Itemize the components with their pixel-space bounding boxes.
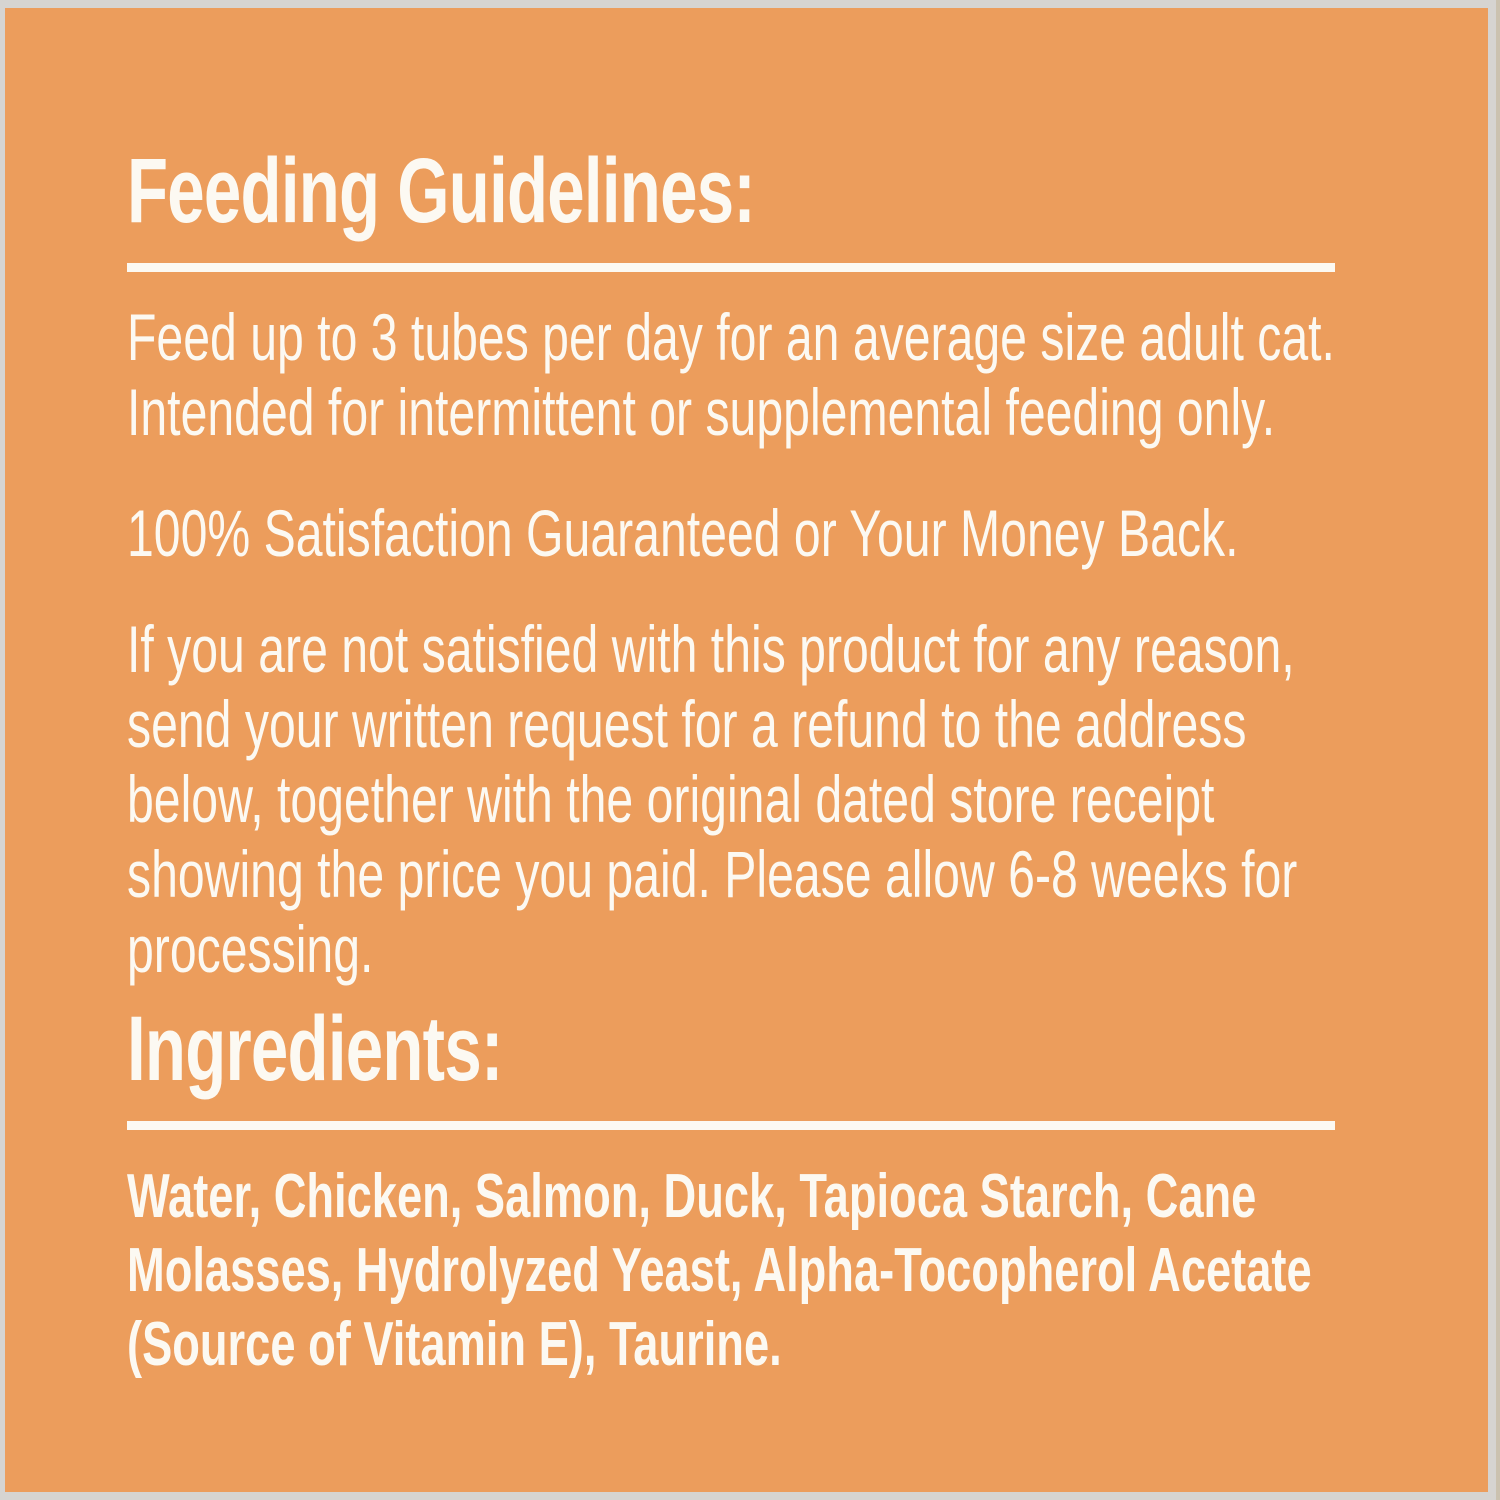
satisfaction-guarantee-paragraph: 100% Satisfaction Guaranteed or Your Mon… bbox=[127, 496, 1239, 570]
feeding-guidelines-heading: Feeding Guidelines: bbox=[127, 140, 756, 242]
feeding-heading-rule bbox=[127, 263, 1335, 272]
feeding-amount-paragraph: Feed up to 3 tubes per day for an averag… bbox=[127, 300, 1335, 449]
label-panel: Feeding Guidelines: Feed up to 3 tubes p… bbox=[5, 8, 1488, 1492]
right-edge-shade bbox=[1496, 0, 1500, 1500]
refund-instructions-paragraph: If you are not satisfied with this produ… bbox=[127, 612, 1298, 986]
ingredients-list: Water, Chicken, Salmon, Duck, Tapioca St… bbox=[127, 1162, 1312, 1379]
ingredients-heading-rule bbox=[127, 1121, 1335, 1130]
ingredients-heading: Ingredients: bbox=[127, 998, 503, 1100]
